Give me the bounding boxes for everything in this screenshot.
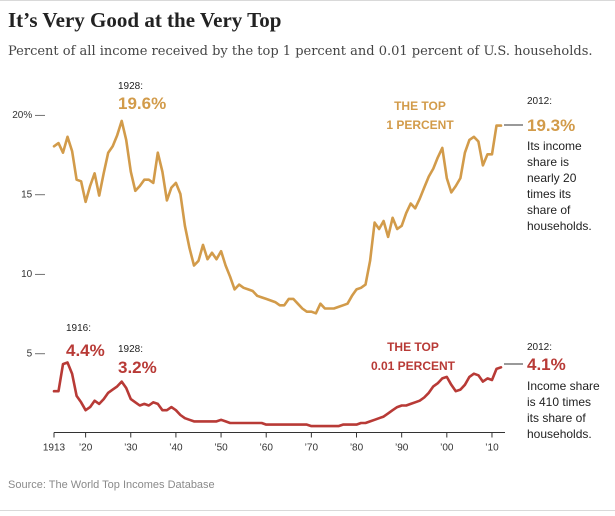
top001-1916-value: 4.4%: [66, 341, 105, 360]
top001-note: Income share is 410 times its share of h…: [527, 379, 600, 441]
x-tick-label: ’60: [260, 443, 274, 454]
top1-peak-year: 1928:: [118, 81, 143, 92]
x-tick-label: ’80: [350, 443, 364, 454]
top1-end-value: 19.3%: [527, 116, 575, 135]
top1-note-line: nearly 20: [527, 171, 577, 185]
x-tick-label: ’50: [214, 443, 228, 454]
top001-note-line: is 410 times: [527, 395, 591, 409]
top1-percent-line: [52, 119, 503, 315]
top001-note-line: its share of: [527, 411, 586, 425]
x-tick-label: ’90: [395, 443, 409, 454]
top1-note-line: share of: [527, 203, 571, 217]
x-tick-label: ’40: [169, 443, 183, 454]
top001-series-label-line2: 0.01 PERCENT: [371, 359, 456, 373]
top1-note-line: households.: [527, 219, 592, 233]
x-tick-label: ’00: [440, 443, 454, 454]
bottom-divider: [0, 510, 615, 511]
top1-note-line: Its income: [527, 139, 582, 153]
top1-note-line: share is: [527, 155, 569, 169]
top1-series-label-line1: THE TOP: [394, 99, 446, 113]
top001-note-line: households.: [527, 427, 592, 441]
x-tick-label: ’70: [305, 443, 319, 454]
y-tick-label: 5 —: [27, 349, 45, 360]
chart-subtitle: Percent of all income received by the to…: [8, 44, 593, 59]
top1-note: Its income share is nearly 20 times its …: [527, 139, 592, 233]
top001-series-label-line1: THE TOP: [387, 340, 439, 354]
top-divider: [0, 0, 615, 1]
y-axis-ticks: 20% — 15 — 10 — 5 —: [12, 110, 45, 360]
top1-note-line: times its: [527, 187, 571, 201]
top1-series-label-line2: 1 PERCENT: [386, 118, 454, 132]
top001-1916-year: 1916:: [66, 323, 91, 334]
top001-end-year: 2012:: [527, 342, 552, 353]
top001-percent-line: [52, 361, 503, 428]
x-tick-label: ’10: [485, 443, 499, 454]
x-tick-label: ’20: [79, 443, 93, 454]
top001-1928-value: 3.2%: [118, 358, 157, 377]
top1-end-year: 2012:: [527, 96, 552, 107]
x-tick-label: ’30: [124, 443, 138, 454]
top1-peak-value: 19.6%: [118, 94, 166, 113]
top001-note-line: Income share: [527, 379, 600, 393]
y-tick-label: 15 —: [21, 190, 45, 201]
y-tick-label: 20% —: [12, 110, 45, 121]
income-share-chart: 20% — 15 — 10 — 5 — 1913 ’20 ’30 ’40 ’50 ’60 ’70 ’…: [12, 81, 600, 454]
top001-1928-year: 1928:: [118, 344, 143, 355]
x-axis: 1913 ’20 ’30 ’40 ’50 ’60 ’70 ’80 ’90 ’00 ’10: [43, 432, 505, 454]
y-tick-label: 10 —: [21, 269, 45, 280]
x-tick-label: 1913: [43, 443, 66, 454]
series-lines: [52, 119, 503, 428]
chart-title: It’s Very Good at the Very Top: [8, 8, 282, 32]
top001-end-value: 4.1%: [527, 355, 566, 374]
source-note: Source: The World Top Incomes Database: [8, 479, 215, 491]
